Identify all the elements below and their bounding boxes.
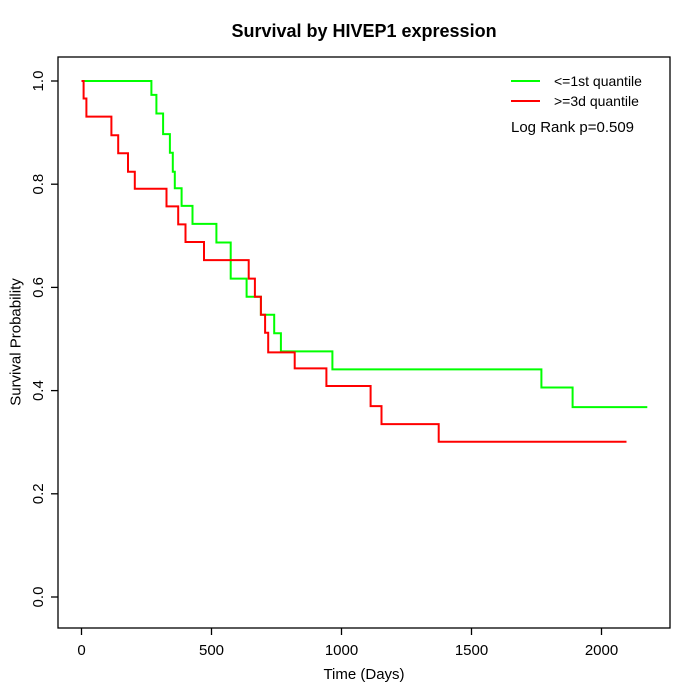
legend-label-first-quantile: <=1st quantile [554,73,642,89]
y-tick-label: 0.4 [30,380,47,401]
x-tick-label: 2000 [585,642,618,659]
log-rank-annotation: Log Rank p=0.509 [511,119,635,136]
x-tick-label: 1000 [325,642,358,659]
chart-title: Survival by HIVEP1 expression [231,21,497,41]
legend-item-first-quantile: <=1st quantile [511,71,642,91]
legend-item-third-quantile: >=3d quantile [511,91,642,111]
survival-curve-red [81,80,627,443]
y-tick-label: 0.8 [30,174,47,195]
legend-label-third-quantile: >=3d quantile [554,93,639,109]
y-tick-label: 1.0 [30,71,47,92]
legend-line-red-icon [511,100,540,102]
x-tick-label: 0 [77,642,85,659]
legend-line-green-icon [511,80,540,82]
x-axis-title: Time (Days) [323,666,405,683]
plot-box [57,56,671,629]
y-tick-label: 0.0 [30,587,47,608]
x-tick-label: 1500 [455,642,488,659]
legend: <=1st quantile >=3d quantile Log Rank p=… [511,71,642,136]
y-tick-label: 0.6 [30,277,47,298]
survival-curve-green [81,80,648,409]
x-tick-label: 500 [199,642,224,659]
y-axis-title: Survival Probability [7,278,25,406]
y-tick-label: 0.2 [30,483,47,504]
